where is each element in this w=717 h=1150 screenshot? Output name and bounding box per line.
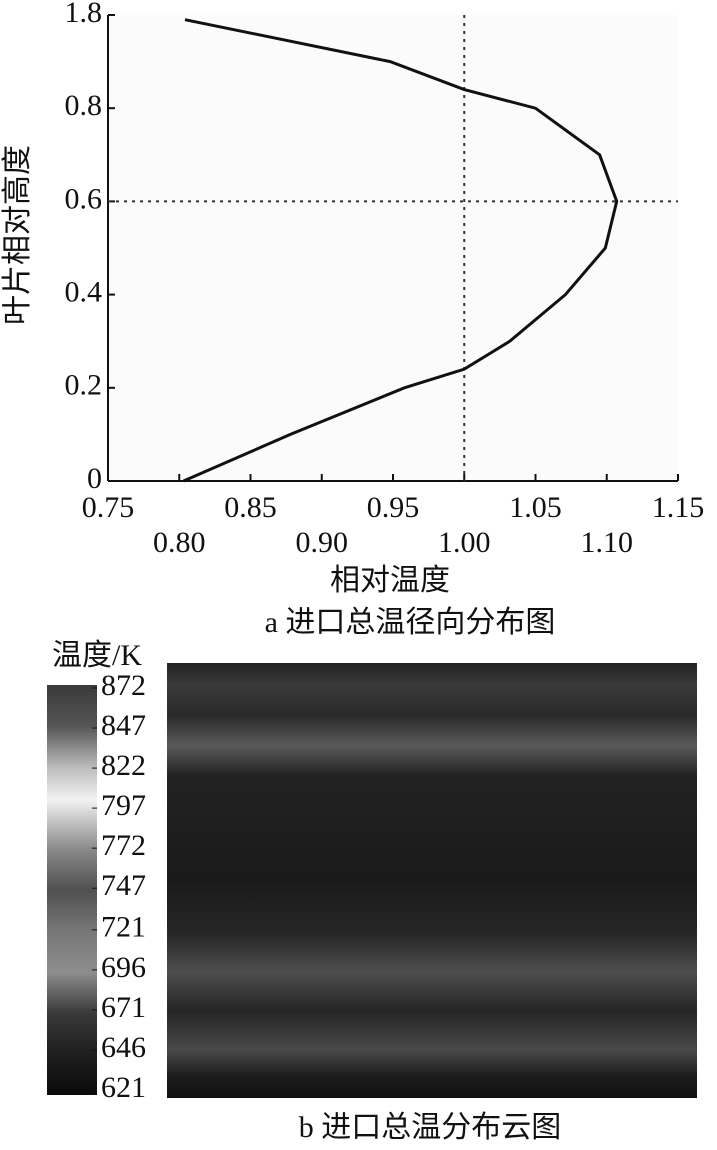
caption: b 进口总温分布云图 bbox=[299, 1111, 562, 1144]
colorbar bbox=[47, 685, 97, 1095]
y-tick-label: 0 bbox=[87, 462, 102, 495]
contour-image bbox=[167, 663, 697, 1098]
y-tick-label: 0.2 bbox=[65, 369, 103, 402]
x-tick-label: 1.00 bbox=[438, 526, 491, 559]
colorbar-tick-label: 696 bbox=[101, 951, 146, 984]
colorbar-tick-label: 822 bbox=[101, 749, 146, 782]
colorbar-tick-label: 847 bbox=[101, 709, 146, 742]
x-axis-label: 相对温度 bbox=[330, 564, 450, 597]
y-tick-label: 0.6 bbox=[65, 182, 103, 215]
colorbar-tick-label: 621 bbox=[101, 1071, 146, 1104]
colorbar-tick-label: 721 bbox=[101, 911, 146, 944]
colorbar-label: 温度/K bbox=[52, 639, 142, 672]
y-tick-label: 1.8 bbox=[65, 0, 103, 29]
colorbar-tick-label: 772 bbox=[101, 829, 146, 862]
colorbar-tick-label: 747 bbox=[101, 869, 146, 902]
y-tick-label: 0.8 bbox=[65, 89, 103, 122]
colorbar-tick-label: 671 bbox=[101, 991, 146, 1024]
x-tick-label: 1.15 bbox=[652, 491, 705, 524]
x-tick-label: 0.85 bbox=[224, 491, 277, 524]
colorbar-tick-label: 646 bbox=[101, 1031, 146, 1064]
plot-area bbox=[108, 15, 678, 481]
y-axis-label: 叶片相对高度 bbox=[1, 145, 34, 325]
curve bbox=[182, 18, 619, 483]
x-tick-label: 0.90 bbox=[296, 526, 349, 559]
x-tick-label: 0.95 bbox=[367, 491, 420, 524]
colorbar-tick-label: 872 bbox=[101, 669, 146, 702]
x-tick-label: 0.75 bbox=[82, 491, 135, 524]
x-tick-label: 0.80 bbox=[153, 526, 206, 559]
x-tick-label: 1.10 bbox=[581, 526, 634, 559]
y-tick-label: 0.4 bbox=[65, 275, 103, 308]
colorbar-tick-label: 797 bbox=[101, 789, 146, 822]
x-tick-label: 1.05 bbox=[509, 491, 562, 524]
caption: a 进口总温径向分布图 bbox=[265, 606, 556, 639]
